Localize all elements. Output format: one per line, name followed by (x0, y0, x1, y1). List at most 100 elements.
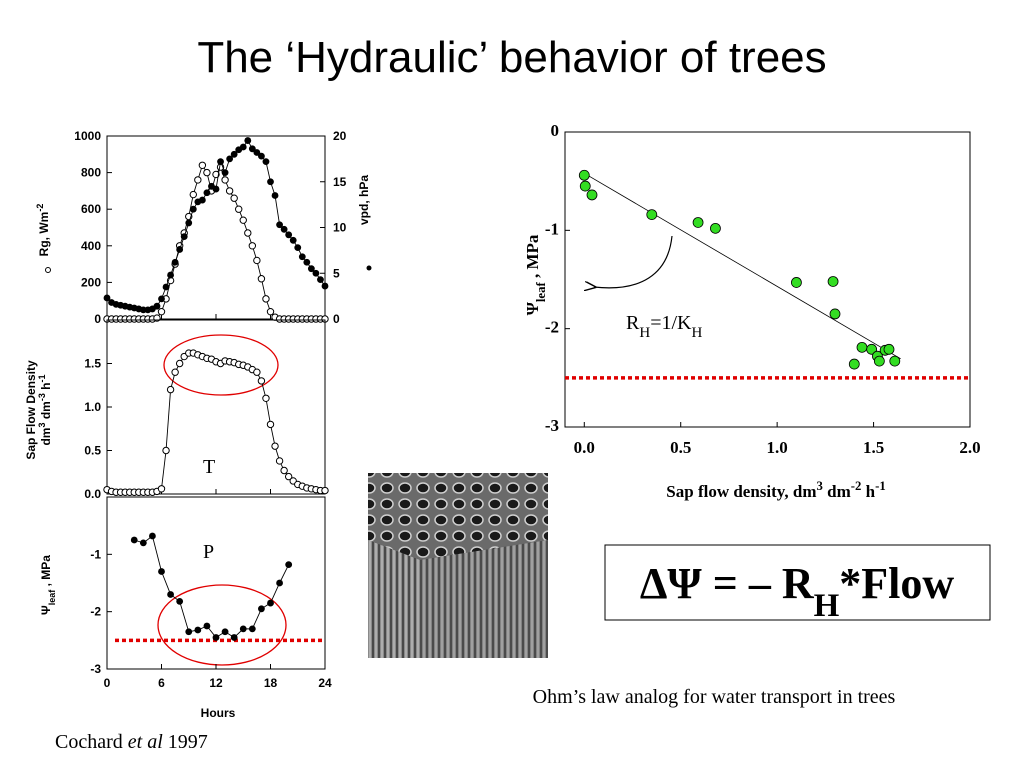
data-point (175, 359, 184, 368)
sem-image (368, 473, 548, 658)
text-part: H (639, 325, 650, 341)
data-point (257, 275, 266, 283)
y-tick-label: 0.0 (84, 487, 101, 501)
data-point (253, 256, 261, 265)
x-tick-label: 18 (264, 676, 278, 690)
data-point (203, 622, 211, 630)
data-point (267, 178, 274, 186)
data-point (692, 217, 704, 228)
axis-label: Ψleaf , MPa (523, 234, 548, 315)
legend-symbol (366, 265, 372, 271)
text-part: et al (128, 731, 163, 753)
data-point (248, 242, 257, 250)
data-point (139, 539, 147, 547)
data-point (244, 137, 252, 144)
data-point (262, 158, 270, 166)
data-point (276, 221, 283, 229)
text-part: 3 (816, 479, 822, 493)
y-tick-label: -2 (545, 318, 559, 337)
data-point (221, 169, 229, 177)
data-point (158, 568, 165, 575)
text-part: *Flow (839, 559, 954, 608)
text-part: H (814, 588, 840, 624)
data-point (866, 343, 878, 355)
data-point (221, 176, 229, 184)
data-point (185, 628, 193, 636)
data-point (171, 258, 179, 266)
equation-box (604, 544, 991, 621)
data-point (321, 486, 329, 495)
y-tick-label: -2 (90, 605, 101, 619)
text-part: h (861, 482, 875, 501)
data-point (253, 149, 261, 156)
data-point (230, 634, 238, 641)
data-point (149, 532, 156, 540)
y2-tick-label: 5 (333, 266, 340, 280)
data-point (312, 269, 320, 277)
text-part: R (626, 312, 640, 334)
data-point (827, 276, 839, 287)
text-part: Hours (201, 706, 236, 720)
text-part: dm (39, 401, 53, 422)
y-tick-label: 600 (81, 202, 101, 216)
text-part: Ohm’s law analog for water transport in … (533, 686, 896, 708)
text-part: -1 (37, 374, 47, 382)
plot-frame (106, 319, 326, 495)
text-part: leaf (534, 282, 548, 303)
data-point (856, 341, 868, 353)
data-point (883, 343, 895, 355)
data-point (167, 271, 174, 279)
data-point (321, 282, 329, 290)
data-point (848, 358, 860, 370)
data-point (267, 599, 274, 607)
annotation: P (203, 541, 214, 563)
text-part: ΔΨ = – R (640, 559, 815, 608)
data-point (157, 307, 166, 316)
y-tick-label: 0.5 (84, 444, 101, 458)
data-point (194, 626, 202, 634)
axis-label: Sap Flow Density (24, 360, 38, 460)
data-point (244, 229, 252, 237)
data-point (579, 180, 591, 192)
annotation: T (203, 456, 215, 478)
highlight-ellipse (157, 584, 287, 666)
data-point (212, 634, 220, 641)
text-part: -1 (875, 479, 886, 493)
data-point (235, 205, 243, 213)
data-point (226, 155, 234, 163)
highlight-ellipse (163, 334, 279, 396)
axis-label: Ψleaf , MPa (39, 555, 57, 615)
y-tick-label: 0 (94, 312, 101, 326)
text-part: Cochard (55, 731, 128, 753)
y2-tick-label: 0 (333, 312, 340, 326)
text-part: -2 (35, 204, 45, 212)
text-part: , MPa (523, 234, 542, 282)
data-point (646, 209, 658, 221)
citation: Cochard et al 1997 (55, 731, 208, 753)
data-point (280, 225, 288, 233)
y-tick-label: 400 (81, 239, 101, 253)
plot-frame (106, 135, 326, 320)
data-point (239, 625, 247, 633)
data-point (257, 377, 266, 385)
data-point (262, 295, 270, 303)
data-point (217, 158, 224, 166)
data-point (180, 233, 188, 241)
data-point (258, 605, 265, 613)
text-part: =1/K (650, 312, 692, 334)
data-point (253, 368, 261, 376)
arrow (594, 235, 673, 288)
fit-line (584, 172, 901, 360)
y-tick-label: 0 (551, 121, 560, 140)
axis-label: dm3 dm-3 h-1 (37, 374, 53, 445)
slide-title: The ‘Hydraulic’ behavior of trees (197, 33, 826, 82)
data-point (271, 192, 279, 199)
text-part: H (691, 325, 702, 341)
data-point (239, 143, 247, 151)
data-point (710, 222, 721, 234)
text-part: 1997 (163, 731, 208, 753)
data-point (829, 308, 841, 320)
data-point (198, 161, 207, 169)
x-tick-label: 12 (209, 676, 223, 690)
